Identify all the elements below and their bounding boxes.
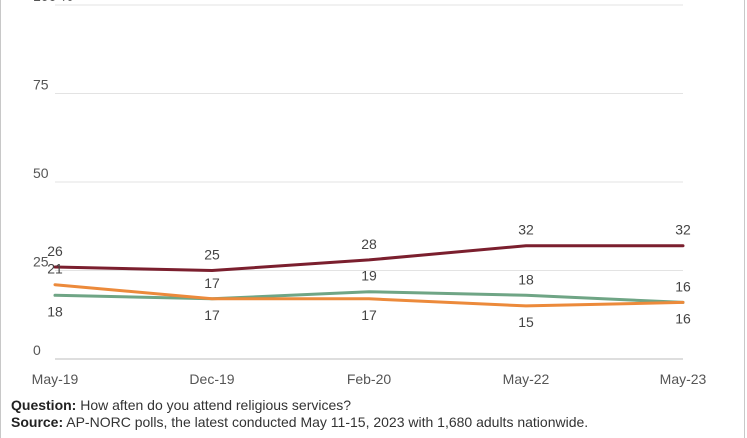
question-text: How aften do you attend religious servic… bbox=[76, 397, 352, 413]
data-label: 26 bbox=[47, 243, 63, 259]
question-note: Question: How aften do you attend religi… bbox=[11, 397, 588, 414]
data-label: 32 bbox=[675, 222, 691, 238]
data-label: 17 bbox=[361, 307, 377, 323]
x-tick-label: May-19 bbox=[32, 371, 79, 387]
y-tick-label: 25 bbox=[33, 254, 49, 270]
series-line-1 bbox=[53, 290, 685, 304]
data-label: 16 bbox=[675, 278, 691, 294]
data-label: 28 bbox=[361, 236, 377, 252]
data-label: 19 bbox=[361, 268, 377, 284]
y-tick-label: 75 bbox=[33, 77, 49, 93]
series-line-2 bbox=[53, 283, 685, 308]
data-label: 32 bbox=[518, 222, 534, 238]
data-label: 17 bbox=[204, 307, 220, 323]
data-label: 15 bbox=[518, 314, 534, 330]
y-tick-label: 100 % bbox=[33, 0, 73, 4]
data-label: 18 bbox=[47, 303, 63, 319]
y-tick-label: 0 bbox=[33, 342, 41, 358]
x-tick-label: May-22 bbox=[503, 371, 550, 387]
data-label: 21 bbox=[47, 261, 63, 277]
data-label: 18 bbox=[518, 271, 534, 287]
data-label: 16 bbox=[675, 310, 691, 326]
source-text: AP-NORC polls, the latest conducted May … bbox=[63, 414, 589, 430]
question-label: Question: bbox=[11, 397, 77, 413]
y-tick-label: 50 bbox=[33, 165, 49, 181]
data-label: 25 bbox=[204, 247, 220, 263]
data-label: 17 bbox=[204, 275, 220, 291]
x-tick-label: Dec-19 bbox=[189, 371, 234, 387]
series-line-0 bbox=[53, 244, 685, 272]
x-tick-label: May-23 bbox=[660, 371, 707, 387]
source-label: Source: bbox=[11, 414, 64, 430]
x-tick-label: Feb-20 bbox=[347, 371, 392, 387]
line-chart: 0 25 50 75 100 % May-19 Dec-19 Feb-20 May-22 May-… bbox=[32, 0, 707, 387]
source-note: Source: AP-NORC polls, the latest conduc… bbox=[11, 414, 588, 431]
